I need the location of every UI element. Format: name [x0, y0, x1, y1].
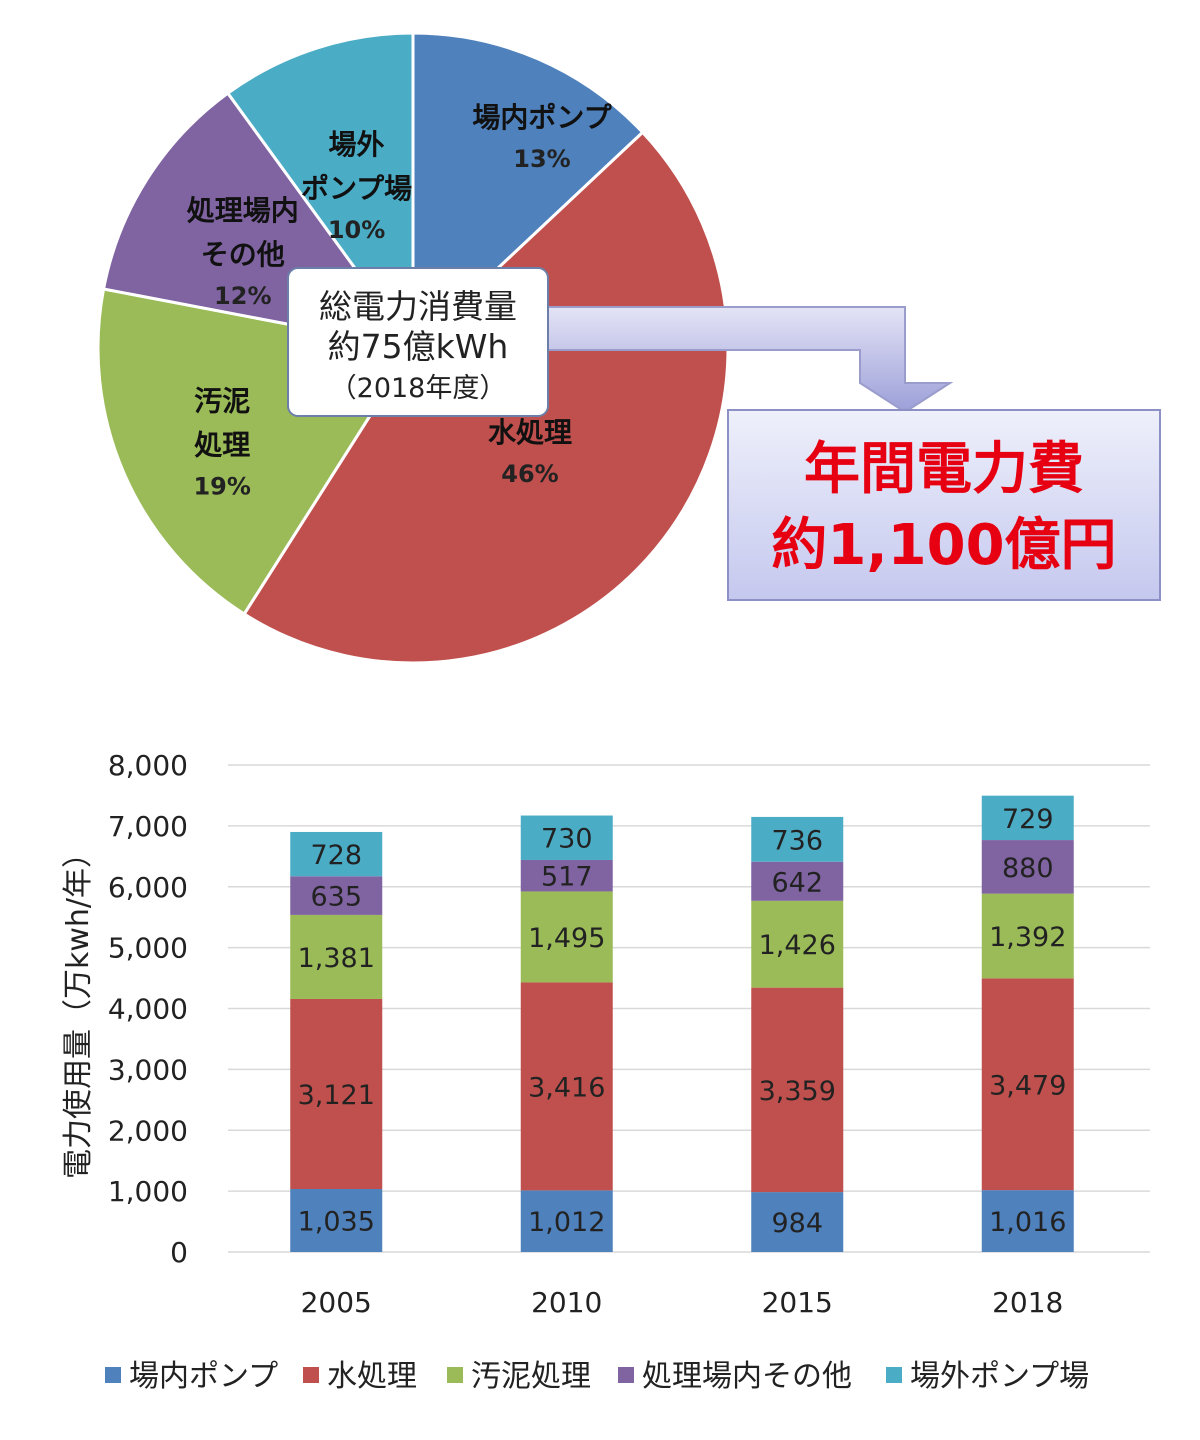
bar-segment — [981, 893, 1074, 979]
bar-data-label: 3,479 — [989, 1070, 1066, 1101]
x-tick-label: 2005 — [301, 1286, 372, 1319]
bar-segment — [520, 982, 613, 1191]
bar-data-label: 517 — [541, 862, 593, 893]
legend-swatch — [303, 1367, 319, 1383]
pie-slice-percent: 19% — [193, 473, 250, 501]
bar-segment — [751, 987, 844, 1193]
pie-slice-percent: 12% — [214, 282, 271, 310]
x-tick-label: 2018 — [992, 1286, 1063, 1319]
legend-swatch — [447, 1367, 463, 1383]
stacked-bar-chart: 0 1,000 2,000 3,000 4,000 5,000 6,000 7,000 8,00… — [61, 749, 1150, 1394]
annual-cost-box: 年間電力費 約1,100億円 — [727, 409, 1161, 601]
y-tick-label: 0 — [170, 1236, 188, 1269]
legend-label: 処理場内その他 — [642, 1359, 852, 1394]
pie-slice-label: 場内ポンプ — [472, 101, 612, 134]
total-consumption-callout: 総電力消費量 約75億kWh （2018年度） — [287, 267, 549, 417]
y-tick-label: 6,000 — [108, 871, 188, 904]
pie-slice-percent: 10% — [328, 216, 385, 244]
bar-data-label: 1,392 — [989, 922, 1066, 953]
bar-segment — [290, 999, 383, 1189]
bar-segment — [290, 1188, 383, 1252]
y-axis-label: 電力使用量（万kwh/年） — [61, 838, 96, 1179]
callout-line-3: （2018年度） — [330, 373, 507, 404]
bar-data-label: 1,016 — [989, 1207, 1066, 1238]
bar-data-label: 642 — [771, 867, 823, 898]
bar-data-label: 730 — [541, 824, 593, 855]
pie-slice-label: 処理場内 — [187, 194, 299, 227]
bar-data-label: 880 — [1002, 853, 1054, 884]
y-tick-label: 8,000 — [108, 749, 188, 782]
bar-segment — [290, 876, 383, 915]
pie-slice-label: その他 — [201, 238, 285, 271]
y-tick-label: 2,000 — [108, 1114, 188, 1147]
x-tick-label: 2015 — [762, 1286, 833, 1319]
pie-slice-percent: 46% — [501, 460, 558, 488]
bar-data-label: 1,012 — [528, 1207, 605, 1238]
callout-line-2: 約75億kWh — [328, 327, 509, 366]
legend-label: 水処理 — [327, 1359, 417, 1394]
bar-data-label: 635 — [310, 882, 362, 913]
pie-slice-percent: 13% — [513, 145, 570, 173]
bar-data-label: 1,495 — [528, 923, 605, 954]
pie-slice-label: 処理 — [194, 429, 250, 462]
bar-data-label: 728 — [310, 840, 362, 871]
bar-segment — [290, 914, 383, 1000]
bar-segment — [751, 816, 844, 862]
bar-segment — [981, 1190, 1074, 1252]
legend-label: 汚泥処理 — [471, 1359, 591, 1394]
x-tick-label: 2010 — [531, 1286, 602, 1319]
bar-segment — [981, 795, 1074, 841]
bar-data-label: 736 — [771, 825, 823, 856]
bar-segment — [751, 900, 844, 988]
bar-segment — [520, 891, 613, 983]
y-tick-label: 7,000 — [108, 810, 188, 843]
y-tick-label: 4,000 — [108, 993, 188, 1026]
bar-data-label: 3,416 — [528, 1072, 605, 1103]
bar-segment — [981, 840, 1074, 894]
pie-slice-label: 場外 — [329, 128, 385, 161]
bar-data-label: 984 — [771, 1208, 823, 1239]
legend-swatch — [886, 1367, 902, 1383]
bar-data-label: 1,035 — [298, 1206, 375, 1237]
legend-swatch — [618, 1367, 634, 1383]
bar-data-label: 1,426 — [759, 930, 836, 961]
pie-slice-label: ポンプ場 — [301, 172, 412, 205]
legend-label: 場内ポンプ — [129, 1359, 278, 1394]
pie-slice-label: 汚泥 — [194, 385, 250, 418]
bar-data-label: 3,359 — [759, 1076, 836, 1107]
bar-segment — [520, 859, 613, 892]
bar-segment — [520, 815, 613, 860]
callout-line-1: 総電力消費量 — [319, 287, 517, 326]
bar-data-label: 3,121 — [298, 1080, 375, 1111]
legend-swatch — [105, 1367, 121, 1383]
bar-data-label: 729 — [1002, 804, 1054, 835]
bar-segment — [520, 1190, 613, 1252]
bar-segment — [981, 978, 1074, 1191]
bar-segment — [290, 831, 383, 877]
bar-segment — [751, 1192, 844, 1252]
bar-segment — [751, 861, 844, 901]
y-tick-label: 1,000 — [108, 1175, 188, 1208]
pie-slice-label: 水処理 — [488, 416, 572, 449]
y-tick-label: 3,000 — [108, 1053, 188, 1086]
y-tick-label: 5,000 — [108, 932, 188, 965]
bar-data-label: 1,381 — [298, 943, 375, 974]
legend-label: 場外ポンプ場 — [910, 1359, 1089, 1394]
cost-line-1: 年間電力費 — [804, 437, 1084, 502]
cost-line-2: 約1,100億円 — [771, 513, 1116, 578]
